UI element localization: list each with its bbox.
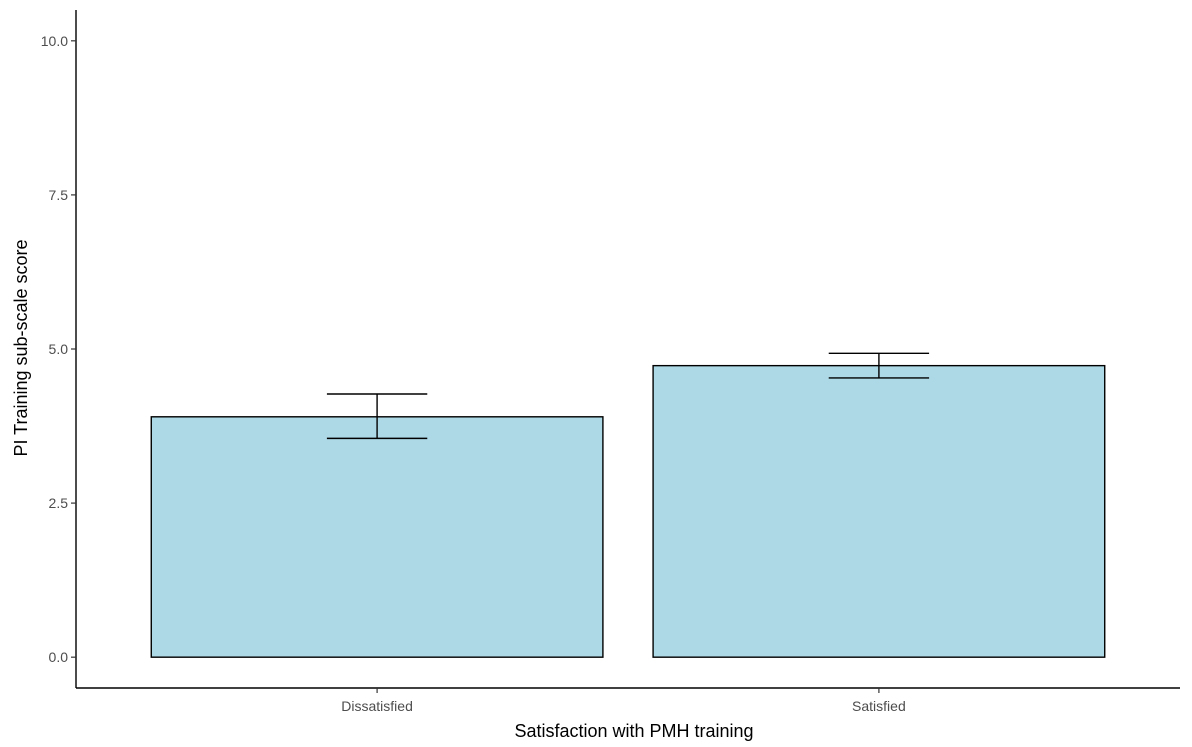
x-tick-label: Satisfied xyxy=(852,698,906,714)
error-bar-dissatisfied xyxy=(326,393,428,440)
y-tick-label: 7.5 xyxy=(49,187,69,203)
y-tick-label: 5.0 xyxy=(49,341,69,357)
y-tick-label: 0.0 xyxy=(49,649,69,665)
bars-layer xyxy=(150,364,1106,658)
error-bar-satisfied xyxy=(828,352,930,379)
bar-satisfied xyxy=(652,364,1106,658)
error-bars-layer xyxy=(326,352,930,440)
x-axis-title: Satisfaction with PMH training xyxy=(514,721,753,741)
x-tick-label: Dissatisfied xyxy=(341,698,413,714)
y-axis-title: PI Training sub-scale score xyxy=(11,239,31,456)
y-tick-label: 2.5 xyxy=(49,495,69,511)
y-tick-label: 10.0 xyxy=(41,33,68,49)
x-ticks: Dissatisfied Satisfied xyxy=(341,688,906,714)
bar-dissatisfied xyxy=(150,416,604,658)
y-ticks: 0.0 2.5 5.0 7.5 10.0 xyxy=(41,33,76,665)
